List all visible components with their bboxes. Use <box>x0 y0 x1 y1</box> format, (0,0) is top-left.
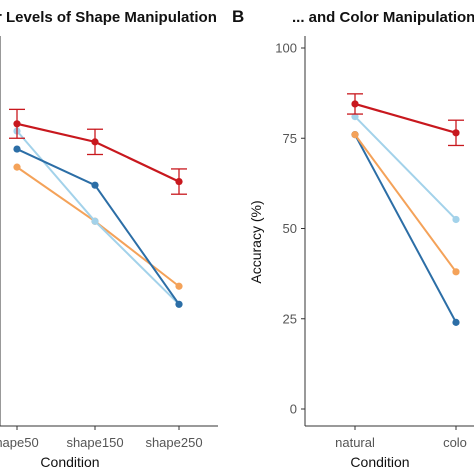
panel-a-data-point <box>91 181 99 189</box>
panel-b-data-point <box>351 112 359 121</box>
panel-b-letter: B <box>232 7 244 26</box>
panel-b-data-point <box>351 131 359 139</box>
panel-b-series-2 <box>351 112 460 224</box>
panel-a-series-line <box>16 122 180 183</box>
panel-b-data-point <box>452 318 460 326</box>
panel-b-title: ... and Color Manipulation <box>292 9 474 26</box>
panel-b-y-tick-label: 75 <box>283 131 297 146</box>
panel-a-data-point <box>91 217 99 225</box>
panel-a-data-point <box>175 282 183 290</box>
panel-b-series-3 <box>351 131 460 276</box>
panel-a-x-tick-2: shape150 <box>66 435 123 450</box>
panel-b-y-tick-label: 50 <box>283 221 297 236</box>
panel-a: r Levels of Shape Manipulation hape50 sh… <box>0 9 218 470</box>
panel-b-data-point <box>351 100 359 108</box>
panel-a-x-tick-3: shape250 <box>145 435 202 450</box>
panel-b-x-tick-2: colo <box>443 435 467 450</box>
panel-b-data-point <box>452 215 460 224</box>
panel-a-series-line <box>16 130 180 306</box>
panel-a-title: r Levels of Shape Manipulation <box>0 9 217 26</box>
panel-b-series-4 <box>351 131 460 326</box>
panel-b-series-line <box>354 115 457 221</box>
panel-a-x-tick-1: hape50 <box>0 435 39 450</box>
panel-b-x-axis-title: Condition <box>350 454 409 470</box>
panel-a-data-point <box>91 138 99 146</box>
panel-b-data-point <box>452 268 460 276</box>
panel-b-series-1 <box>347 93 464 147</box>
panel-b: B ... and Color Manipulation Accuracy (%… <box>232 7 474 470</box>
panel-b-y-tick-label: 100 <box>275 41 297 56</box>
panel-b-x-tick-1: natural <box>335 435 375 450</box>
panel-b-y-tick-label: 0 <box>290 402 297 417</box>
panel-a-series-4 <box>13 163 183 290</box>
panel-a-data-point <box>175 300 183 308</box>
panel-b-y-tick-label: 25 <box>283 311 297 326</box>
panel-a-series-1 <box>9 108 187 195</box>
panel-a-data-point <box>175 177 183 186</box>
panel-a-data-point <box>13 145 21 153</box>
panel-b-series-line <box>354 134 457 323</box>
panel-a-x-axis-title: Condition <box>40 454 99 470</box>
panel-a-series-2 <box>13 145 183 308</box>
panel-b-series-line <box>354 134 457 273</box>
panel-b-y-axis-title: Accuracy (%) <box>248 200 264 283</box>
panel-b-series-line <box>354 102 457 134</box>
panel-b-data-point <box>452 129 460 137</box>
panel-a-data-point <box>13 163 21 171</box>
panel-a-data-point <box>13 120 21 128</box>
